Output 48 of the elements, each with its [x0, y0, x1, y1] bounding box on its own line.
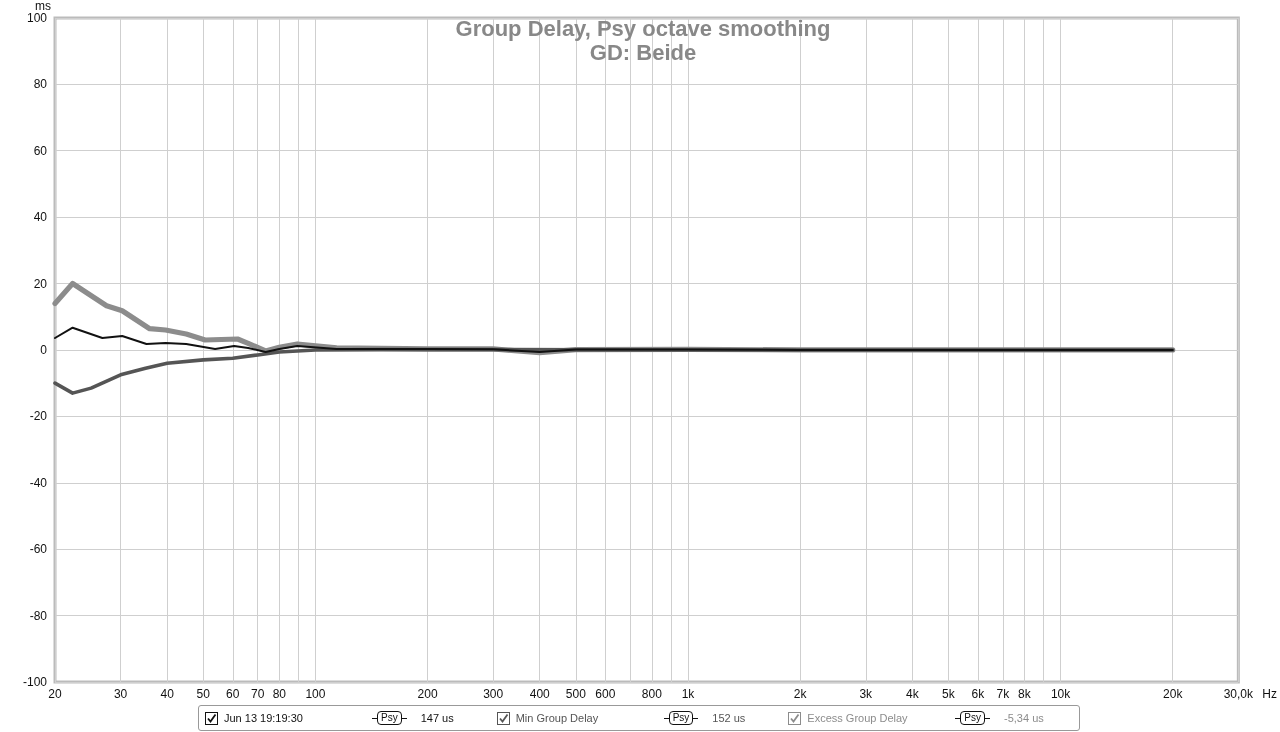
x-tick-label: 400 [529, 687, 551, 701]
y-tick-label: -80 [29, 608, 48, 623]
y-tick-label: 100 [26, 10, 48, 25]
x-tick-label: 600 [595, 687, 616, 701]
y-tick-label: -100 [22, 675, 48, 689]
y-axis-title: ms [35, 0, 51, 13]
text: -5,34 us [1004, 712, 1045, 724]
x-tick-label: 800 [641, 687, 663, 701]
text: Psy [960, 711, 986, 725]
legend-label: Jun 13 19:19:30 [224, 712, 304, 724]
chart-title: Group Delay, Psy octave smoothing [455, 15, 831, 41]
x-tick-label: 10k [1050, 687, 1072, 701]
x-tick-label: 20k [1163, 687, 1184, 701]
x-tick-label: 50 [196, 687, 211, 701]
x-tick-label: 5k [942, 687, 956, 701]
y-tick-label: 60 [33, 143, 48, 158]
x-tick-label: 30 [113, 687, 128, 701]
x-tick-label: 1k [681, 687, 696, 701]
text: 152 us [712, 712, 747, 724]
x-tick-label: 2k [793, 687, 808, 701]
x-tick-label: 40 [160, 687, 175, 701]
x-tick-label: 500 [565, 687, 587, 701]
y-tick-label: -20 [29, 409, 48, 424]
legend-label: Min Group Delay [515, 712, 600, 724]
x-tick-label: 8k [1018, 687, 1032, 701]
legend-label: Excess Group Delay [807, 712, 909, 724]
y-tick-label: -60 [29, 542, 48, 557]
text: Psy [377, 711, 402, 725]
x-tick-label: 7k [996, 687, 1011, 701]
y-tick-label: 40 [33, 210, 48, 225]
x-tick-label: 70 [251, 687, 265, 701]
x-tick-label: 6k [971, 687, 986, 701]
x-tick-label: 4k [905, 687, 920, 701]
x-tick-label: 200 [417, 687, 438, 701]
x-tick-label: 3k [859, 687, 874, 701]
x-tick-label: 100 [305, 687, 326, 701]
x-tick-label: 300 [483, 687, 504, 701]
x-tick-label: 20 [48, 687, 62, 701]
y-tick-label: 0 [40, 342, 48, 357]
y-tick-label: 20 [33, 276, 48, 291]
x-axis-title: Hz [1262, 687, 1278, 701]
text: Psy [668, 711, 694, 725]
x-tick-label: 80 [272, 687, 287, 701]
y-tick-label: -40 [29, 475, 48, 490]
y-tick-label: 80 [33, 77, 48, 92]
text: 147 us [420, 712, 455, 724]
x-tick-label: 30,0k [1223, 687, 1255, 701]
x-tick-label: 60 [226, 687, 240, 701]
